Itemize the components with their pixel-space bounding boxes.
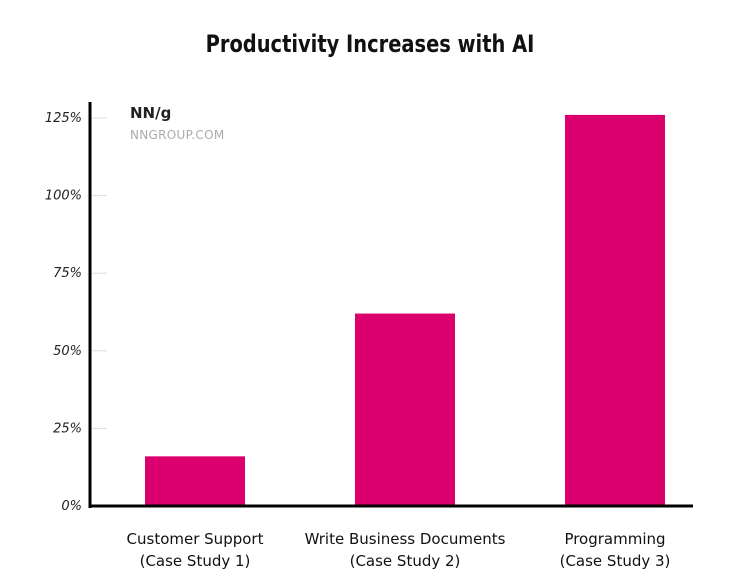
x-category-label: Programming [564,530,665,548]
chart-title: Productivity Increases with AI [205,30,535,58]
y-tick-label: 75% [53,266,82,281]
y-tick-label: 125% [45,111,82,126]
y-tick-label: 50% [53,344,82,359]
nng-url: NNGROUP.COM [130,128,225,142]
y-tick-label: 0% [61,499,82,514]
y-tick-label: 25% [53,421,82,436]
bar [145,456,245,506]
bar [355,313,455,506]
x-category-label: (Case Study 3) [560,552,671,570]
nng-logo: NN/g [130,104,172,122]
x-category-label: Customer Support [127,530,264,548]
x-category-label: (Case Study 1) [140,552,251,570]
y-tick-label: 100% [45,189,82,204]
bar [565,114,665,507]
x-category-label: Write Business Documents [305,530,506,548]
x-category-label: (Case Study 2) [350,552,461,570]
